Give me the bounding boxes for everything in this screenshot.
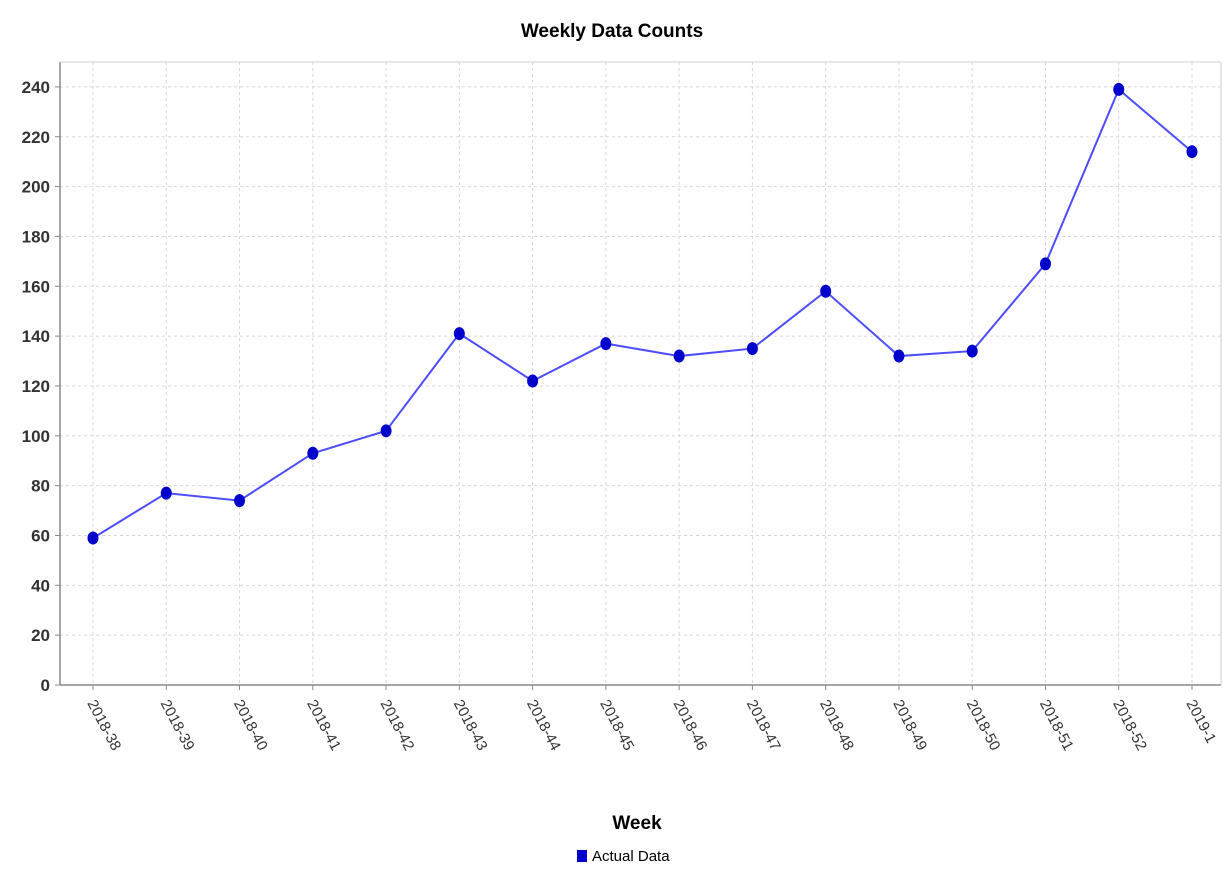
x-tick-label: 2018-40 <box>230 697 271 754</box>
y-tick-label: 240 <box>22 78 50 97</box>
y-tick-label: 60 <box>31 526 50 545</box>
data-point <box>1113 82 1125 96</box>
y-tick-label: 200 <box>22 178 50 197</box>
x-tick-label: 2018-49 <box>889 697 930 754</box>
y-tick-label: 120 <box>22 377 50 396</box>
y-tick-label: 80 <box>31 477 50 496</box>
data-point <box>673 349 685 363</box>
axes <box>59 61 1222 686</box>
y-tick-label: 20 <box>31 626 50 645</box>
data-point <box>380 424 392 438</box>
data-point <box>527 374 539 388</box>
x-tick-label: 2018-47 <box>743 697 784 754</box>
series-group <box>87 82 1198 545</box>
x-tick-label: 2018-46 <box>670 697 711 754</box>
grid-lines <box>60 62 1221 685</box>
data-point <box>307 446 319 460</box>
y-axis-ticks: 0 20 40 60 80 100 120 140 160 180 200 220 240 <box>22 78 60 695</box>
y-tick-label: 140 <box>22 327 50 346</box>
x-tick-label: 2019-1 <box>1182 697 1219 746</box>
y-tick-label: 40 <box>31 576 50 595</box>
x-axis-label: Week <box>612 813 662 834</box>
data-point <box>966 344 978 358</box>
data-point <box>893 349 905 363</box>
x-tick-label: 2018-51 <box>1036 697 1077 754</box>
y-tick-label: 220 <box>22 128 50 147</box>
chart-title: Weekly Data Counts <box>521 21 703 42</box>
x-tick-label: 2018-43 <box>450 697 491 754</box>
y-tick-label: 180 <box>22 227 50 246</box>
y-tick-label: 0 <box>41 676 50 695</box>
legend-swatch <box>577 850 587 862</box>
data-point <box>1186 145 1198 159</box>
legend: Actual Data <box>577 848 670 865</box>
data-point <box>160 486 172 500</box>
x-tick-label: 2018-52 <box>1109 697 1150 754</box>
data-point <box>234 494 246 508</box>
y-tick-label: 160 <box>22 277 50 296</box>
x-tick-label: 2018-41 <box>303 697 344 754</box>
y-tick-label: 100 <box>22 427 50 446</box>
data-point <box>600 337 612 351</box>
series-line <box>92 87 1193 539</box>
x-tick-label: 2018-39 <box>157 697 198 754</box>
x-tick-label: 2018-42 <box>377 697 418 754</box>
x-tick-label: 2018-44 <box>523 697 564 754</box>
data-point <box>746 342 758 356</box>
x-axis-ticks: 2018-38 2018-39 2018-40 2018-41 2018-42 2018-… <box>83 685 1219 753</box>
data-point <box>453 327 465 341</box>
data-point <box>87 531 99 545</box>
data-point <box>820 284 832 298</box>
x-tick-label: 2018-45 <box>596 697 637 754</box>
data-point <box>1039 257 1051 271</box>
legend-label: Actual Data <box>592 848 670 865</box>
x-tick-label: 2018-48 <box>816 697 857 754</box>
x-tick-label: 2018-50 <box>963 697 1004 754</box>
x-tick-label: 2018-38 <box>83 697 124 754</box>
